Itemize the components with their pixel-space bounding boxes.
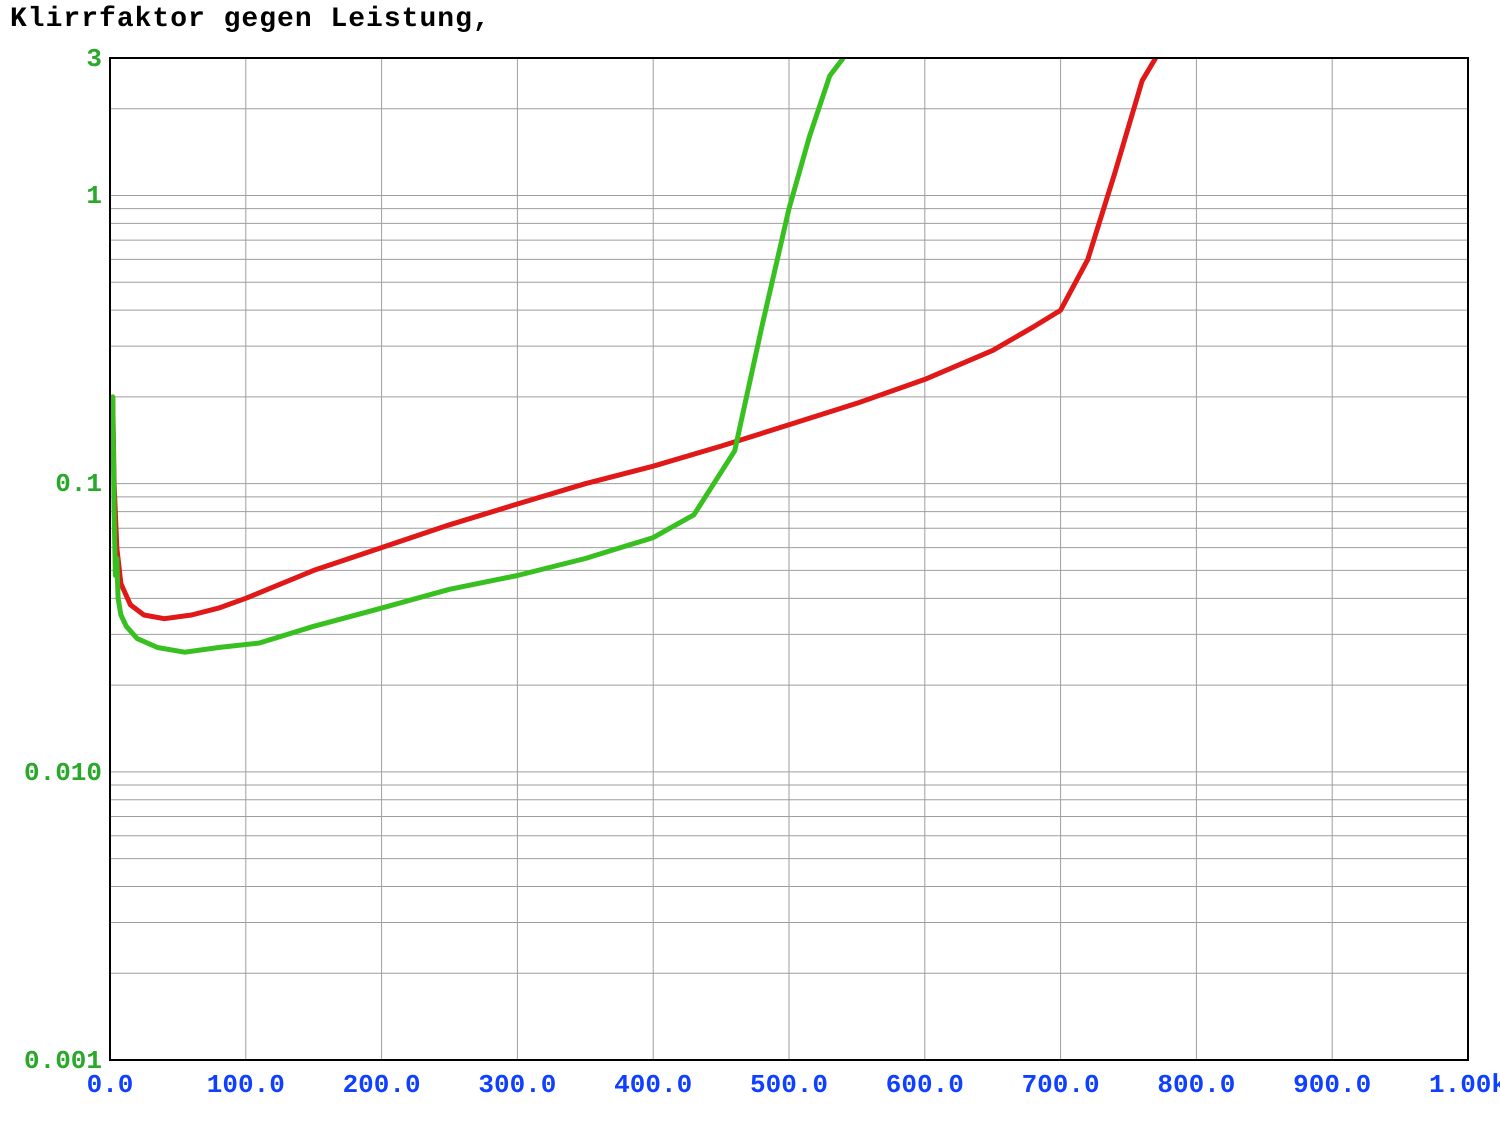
chart-canvas (0, 0, 1500, 1125)
x-tick-label: 1.00k (1408, 1070, 1500, 1100)
x-tick-label: 500.0 (729, 1070, 849, 1100)
x-tick-label: 300.0 (457, 1070, 577, 1100)
x-tick-label: 700.0 (1001, 1070, 1121, 1100)
y-tick-label: 0.010 (0, 758, 102, 788)
x-tick-label: 400.0 (593, 1070, 713, 1100)
x-tick-label: 0.0 (50, 1070, 170, 1100)
x-tick-label: 900.0 (1272, 1070, 1392, 1100)
x-tick-label: 200.0 (322, 1070, 442, 1100)
x-tick-label: 800.0 (1136, 1070, 1256, 1100)
y-tick-label: 3 (0, 44, 102, 74)
x-tick-label: 600.0 (865, 1070, 985, 1100)
y-tick-label: 1 (0, 181, 102, 211)
x-tick-label: 100.0 (186, 1070, 306, 1100)
y-tick-label: 0.1 (0, 469, 102, 499)
